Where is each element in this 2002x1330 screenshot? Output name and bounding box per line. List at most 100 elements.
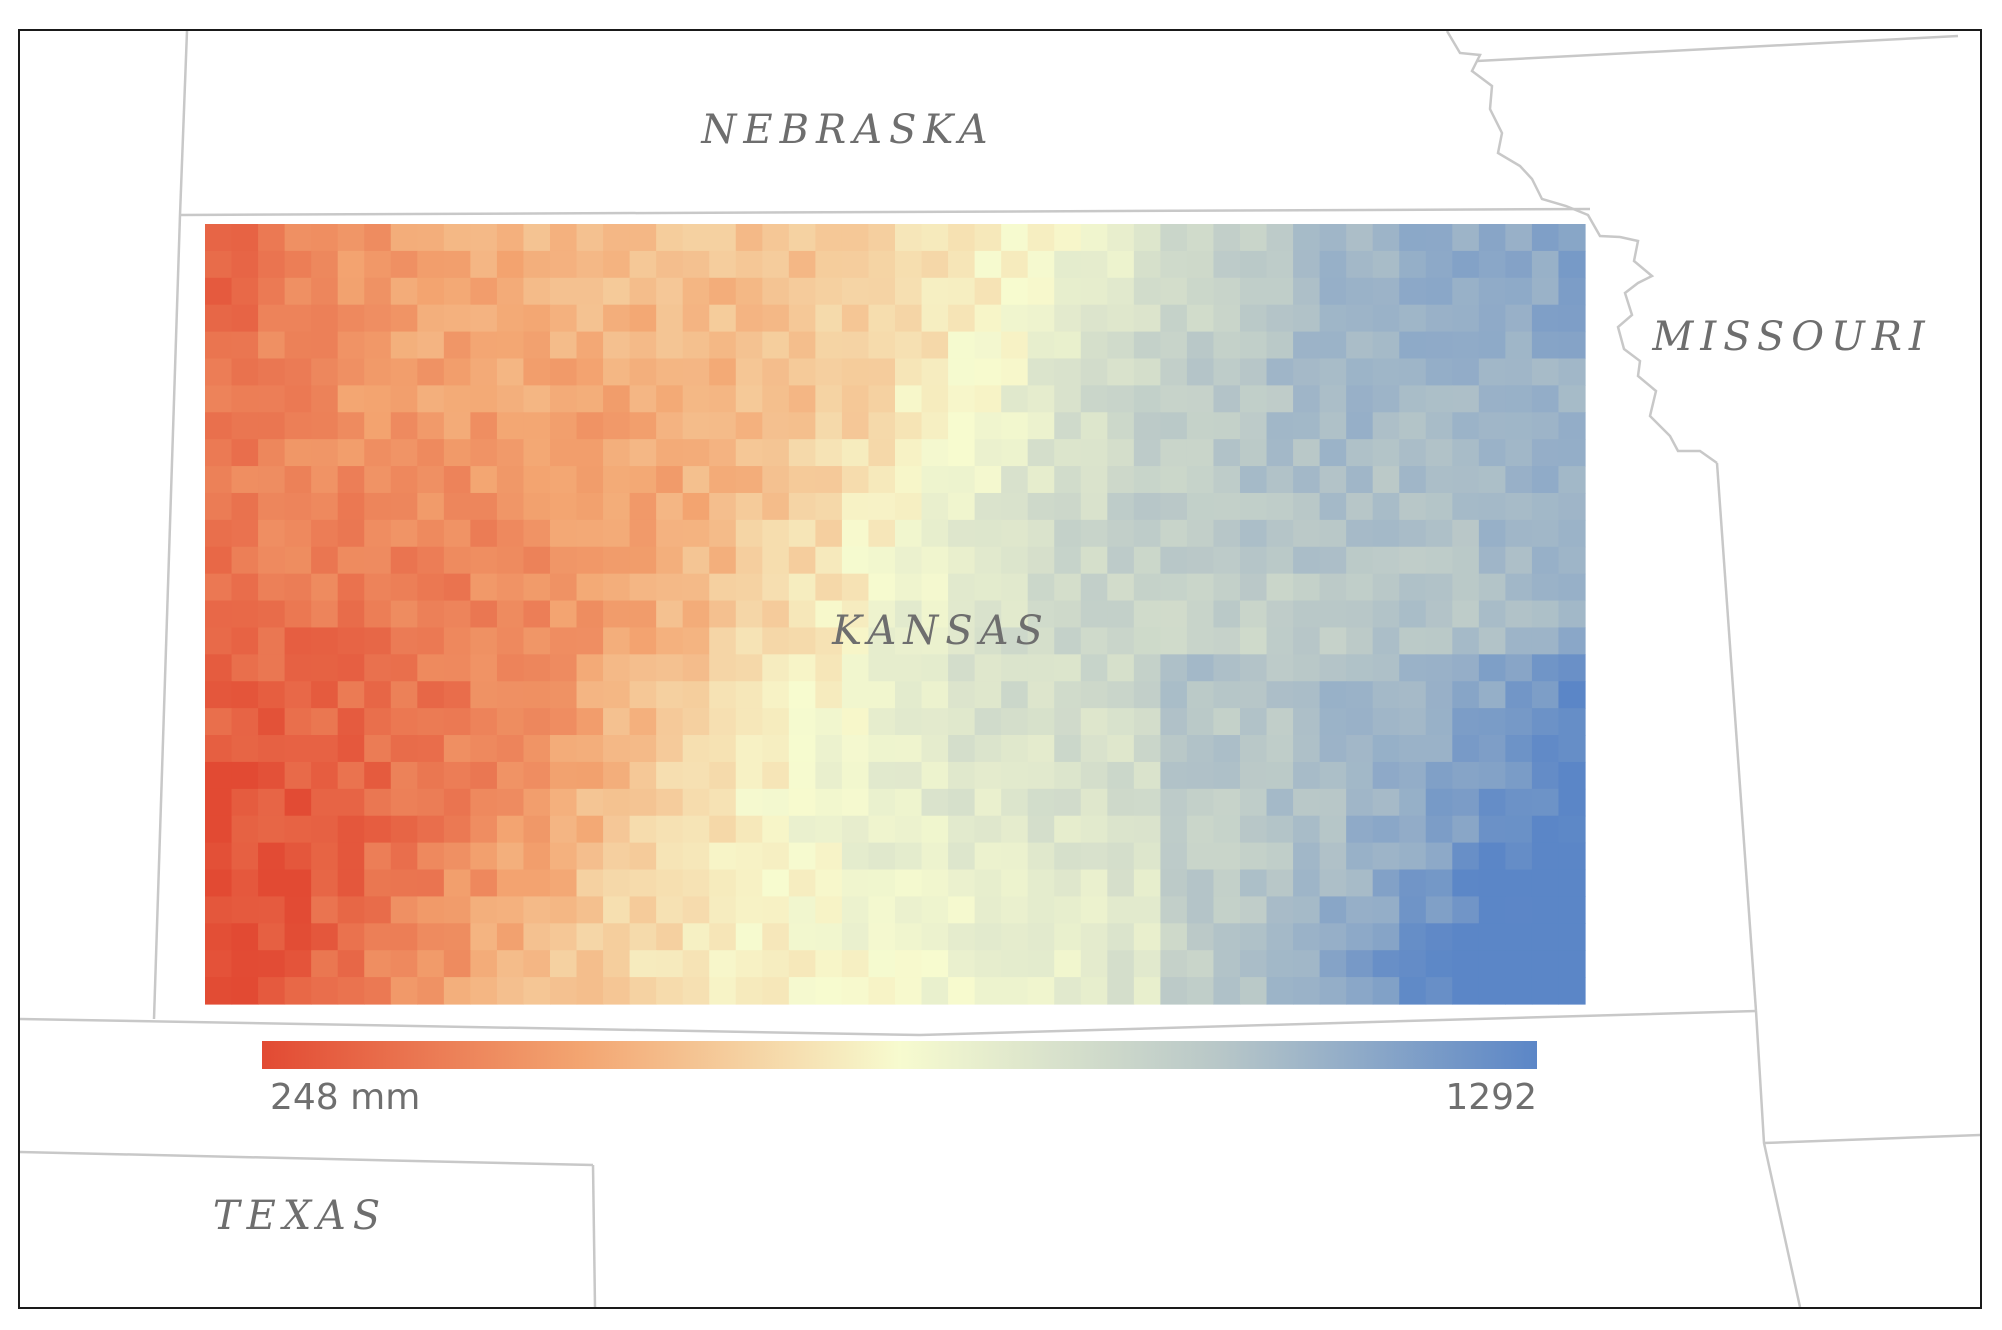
raster-cell — [1293, 815, 1321, 844]
raster-cell — [231, 654, 259, 682]
raster-cell — [868, 896, 896, 924]
raster-cell — [390, 681, 418, 709]
raster-cell — [868, 761, 896, 790]
raster-cell — [496, 977, 525, 1005]
raster-cell — [1425, 546, 1453, 575]
raster-cell — [629, 815, 657, 844]
raster-cell — [417, 439, 445, 467]
raster-cell — [364, 869, 392, 898]
raster-cell — [576, 224, 604, 252]
raster-cell — [815, 735, 843, 763]
raster-cell — [1240, 385, 1268, 413]
raster-cell — [921, 788, 949, 817]
raster-cell — [576, 627, 604, 655]
raster-cell — [337, 224, 365, 252]
raster-cell — [1186, 358, 1215, 386]
raster-cell — [284, 519, 312, 548]
raster-cell — [523, 923, 551, 951]
raster-cell — [974, 708, 1002, 736]
raster-cell — [1558, 708, 1586, 736]
raster-cell — [1425, 250, 1453, 279]
raster-cell — [550, 842, 578, 871]
raster-cell — [1558, 681, 1586, 709]
raster-cell — [788, 277, 816, 306]
raster-cell — [603, 224, 631, 252]
raster-cell — [895, 331, 923, 360]
raster-cell — [496, 466, 525, 494]
raster-cell — [1558, 224, 1586, 252]
raster-cell — [258, 869, 286, 898]
raster-cell — [1240, 600, 1268, 629]
raster-cell — [496, 761, 525, 790]
raster-cell — [1266, 358, 1294, 386]
raster-cell — [1346, 627, 1374, 655]
raster-cell — [1531, 869, 1560, 898]
raster-cell — [1240, 788, 1268, 817]
raster-cell — [815, 331, 843, 360]
raster-cell — [1001, 681, 1029, 709]
raster-cell — [1452, 977, 1480, 1005]
raster-cell — [576, 600, 604, 629]
raster-cell — [470, 358, 498, 386]
raster-cell — [390, 304, 418, 333]
raster-cell — [523, 492, 551, 521]
raster-cell — [1558, 761, 1586, 790]
raster-cell — [815, 815, 843, 844]
raster-cell — [1319, 815, 1347, 844]
raster-cell — [1372, 304, 1400, 333]
raster-cell — [496, 735, 525, 763]
raster-cell — [1425, 412, 1453, 440]
raster-cell — [1425, 277, 1453, 306]
raster-cell — [1558, 869, 1586, 898]
raster-cell — [1133, 412, 1161, 440]
raster-cell — [1107, 331, 1135, 360]
raster-cell — [815, 385, 843, 413]
raster-cell — [841, 331, 870, 360]
raster-cell — [921, 761, 949, 790]
raster-cell — [921, 385, 949, 413]
raster-cell — [1001, 896, 1029, 924]
raster-cell — [1425, 977, 1453, 1005]
raster-cell — [788, 224, 816, 252]
raster-cell — [417, 304, 445, 333]
raster-cell — [974, 923, 1002, 951]
raster-cell — [735, 385, 763, 413]
raster-cell — [762, 277, 790, 306]
raster-cell — [1001, 277, 1029, 306]
raster-cell — [1505, 627, 1533, 655]
raster-cell — [1213, 708, 1241, 736]
raster-cell — [1133, 250, 1161, 279]
raster-cell — [1080, 600, 1108, 629]
raster-cell — [1080, 439, 1108, 467]
raster-cell — [311, 224, 339, 252]
raster-cell — [1531, 788, 1560, 817]
raster-cell — [311, 761, 339, 790]
raster-cell — [1346, 735, 1374, 763]
raster-cell — [788, 250, 816, 279]
raster-cell — [656, 788, 684, 817]
raster-cell — [1478, 735, 1506, 763]
raster-cell — [1186, 385, 1215, 413]
raster-cell — [550, 654, 578, 682]
raster-cell — [788, 466, 816, 494]
raster-cell — [284, 815, 312, 844]
raster-cell — [1027, 654, 1055, 682]
raster-cell — [470, 304, 498, 333]
raster-cell — [443, 869, 471, 898]
raster-cell — [205, 708, 233, 736]
raster-cell — [496, 654, 525, 682]
raster-cell — [762, 627, 790, 655]
raster-cell — [1240, 439, 1268, 467]
raster-cell — [1319, 277, 1347, 306]
raster-cell — [709, 735, 737, 763]
raster-cell — [550, 331, 578, 360]
raster-cell — [815, 573, 843, 602]
raster-cell — [1452, 950, 1480, 978]
raster-cell — [815, 466, 843, 494]
raster-cell — [1186, 466, 1215, 494]
raster-cell — [815, 896, 843, 924]
raster-cell — [921, 224, 949, 252]
raster-cell — [284, 358, 312, 386]
raster-cell — [1186, 815, 1215, 844]
raster-cell — [1001, 761, 1029, 790]
